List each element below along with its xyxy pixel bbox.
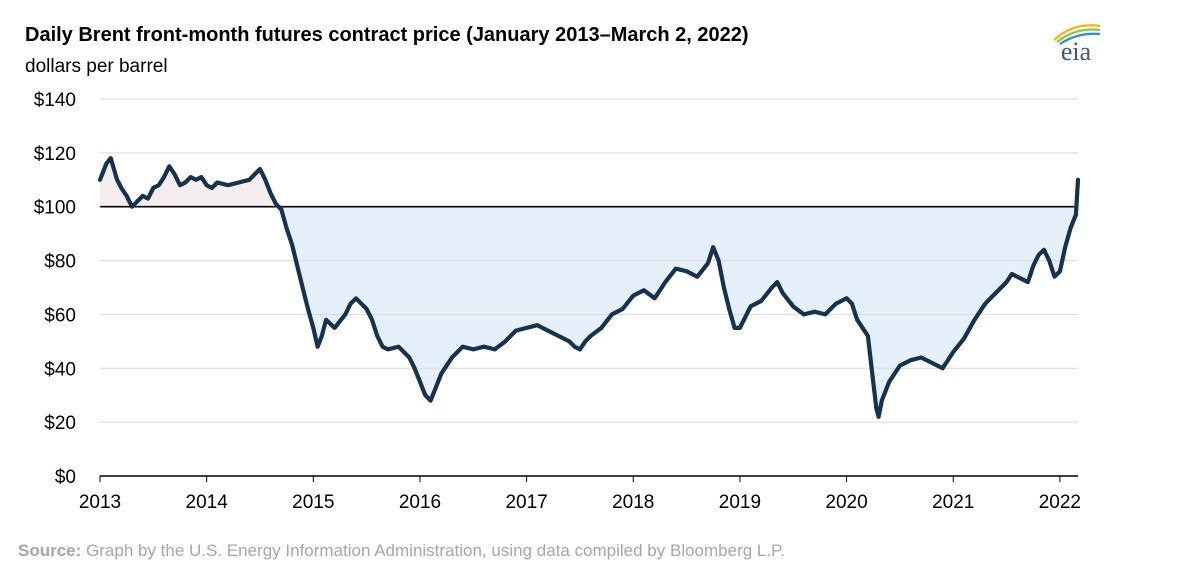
logo-arc-yellow xyxy=(1053,24,1101,41)
y-tick-label: $140 xyxy=(34,90,76,111)
y-tick-label: $40 xyxy=(44,359,76,380)
source-label: Source: xyxy=(18,541,82,560)
x-tick-label: 2016 xyxy=(399,492,441,513)
logo-arc-green xyxy=(1056,28,1101,43)
x-tick-label: 2022 xyxy=(1039,492,1081,513)
source-note: Source: Graph by the U.S. Energy Informa… xyxy=(18,541,785,561)
y-tick-label: $120 xyxy=(34,144,76,165)
fill-above-reference xyxy=(100,158,279,207)
eia-logo-icon: eia xyxy=(1053,24,1101,64)
x-tick-label: 2019 xyxy=(719,492,761,513)
chart-title: Daily Brent front-month futures contract… xyxy=(25,24,749,46)
logo-text: eia xyxy=(1061,37,1092,64)
chart-area: $0$20$40$60$80$100$120$140 2013 2014 2015 2… xyxy=(34,90,1081,513)
fill-below-reference xyxy=(278,206,1077,417)
x-tick-label: 2014 xyxy=(186,492,229,513)
x-tick-label: 2015 xyxy=(292,492,334,513)
y-tick-label: $100 xyxy=(34,198,76,219)
y-tick-label: $80 xyxy=(44,252,76,273)
grid-lines xyxy=(100,98,1078,423)
y-axis: $0 $20 $40 $60 $80 $100 $120 $140 xyxy=(34,90,76,488)
y-tick-label: $20 xyxy=(44,413,76,434)
fill-layer xyxy=(100,158,1078,417)
source-text: Graph by the U.S. Energy Information Adm… xyxy=(81,541,785,560)
line-layer xyxy=(97,156,1081,477)
y-tick-label: $0 xyxy=(55,467,76,488)
x-tick-label: 2017 xyxy=(505,492,547,513)
chart-subtitle: dollars per barrel xyxy=(25,56,168,77)
x-axis: 2013 2014 2015 2016 2017 2018 2019 2020 2021 2022 xyxy=(79,476,1081,513)
x-tick-label: 2018 xyxy=(612,492,654,513)
logo-arc-blue xyxy=(1059,32,1101,45)
x-tick-label: 2020 xyxy=(825,492,867,513)
x-tick-label: 2021 xyxy=(932,492,974,513)
y-tick-label: $60 xyxy=(44,305,76,326)
series-line-brent-price xyxy=(97,156,1081,419)
x-tick-label: 2013 xyxy=(79,492,121,513)
